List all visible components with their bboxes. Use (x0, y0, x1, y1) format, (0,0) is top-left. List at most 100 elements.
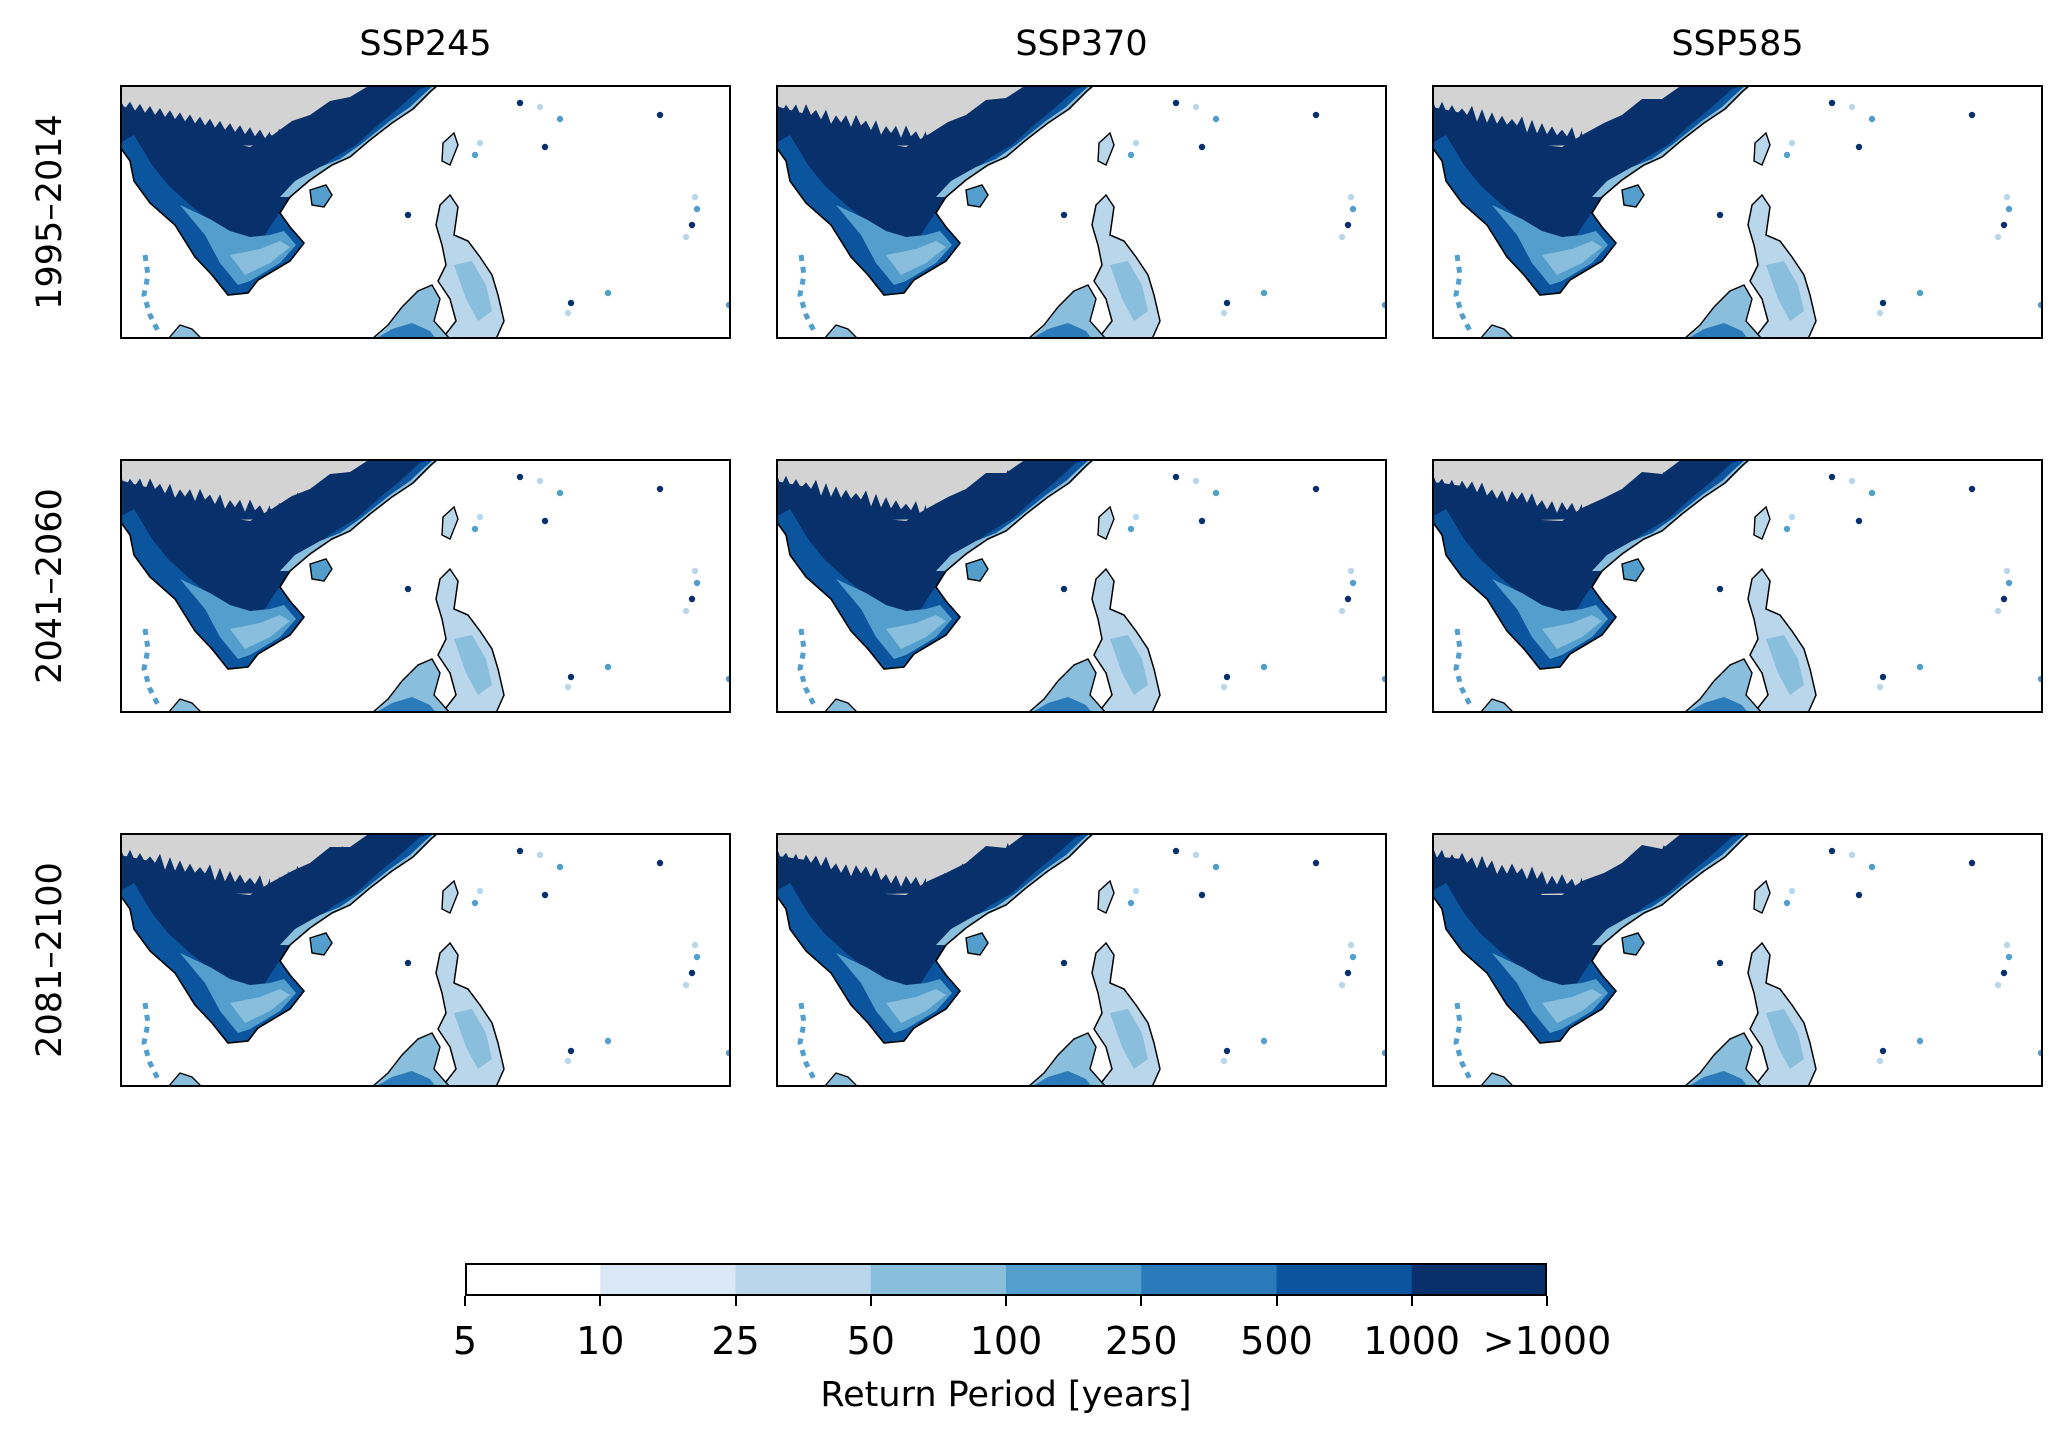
small-island (404, 211, 412, 219)
small-island (1868, 863, 1876, 871)
peninsula-moderate-return (836, 205, 952, 285)
small-island (2000, 221, 2008, 229)
peninsula-moderate-return (1492, 579, 1608, 659)
coastline (776, 85, 1095, 296)
sumatra-tip (1479, 1072, 1515, 1087)
peninsula-moderate-return (836, 579, 952, 659)
panel-frame (120, 85, 731, 339)
small-island (1344, 221, 1352, 229)
small-island (1828, 99, 1836, 107)
borneo-north (1026, 284, 1107, 339)
small-island (541, 143, 549, 151)
small-island (1349, 953, 1357, 961)
philippines-interior (454, 1009, 492, 1069)
small-island (1212, 863, 1220, 871)
small-island (1223, 299, 1231, 307)
peninsula-low-return (230, 615, 290, 649)
small-island (541, 891, 549, 899)
colorbar-swatch (1276, 1263, 1413, 1296)
highland-fringe-west (120, 473, 270, 521)
small-island (536, 851, 544, 859)
row-label-2081-2100: 2081–2100 (30, 862, 70, 1058)
sumatra-tip (167, 324, 203, 339)
colorbar-swatches (465, 1263, 1548, 1296)
peninsula-moderate-return (180, 953, 296, 1033)
small-island (1783, 525, 1791, 533)
column-title-ssp585: SSP585 (1671, 24, 1804, 64)
island-taiwan (1097, 879, 1115, 914)
small-island (1968, 111, 1976, 119)
small-island (1223, 673, 1231, 681)
small-island (1848, 477, 1856, 485)
small-island (1879, 1047, 1887, 1055)
coastline (120, 833, 439, 1044)
small-island (556, 863, 564, 871)
small-island (1192, 477, 1200, 485)
small-island (682, 981, 690, 989)
map-svg (120, 833, 731, 1087)
small-island (1312, 111, 1320, 119)
small-island (1916, 663, 1924, 671)
map-panel (120, 833, 731, 1087)
island-taiwan (1753, 131, 1771, 166)
small-island (2005, 205, 2013, 213)
small-island (1828, 847, 1836, 855)
coastal-belt (1592, 85, 1750, 197)
small-island (536, 477, 544, 485)
small-island (1212, 489, 1220, 497)
small-island (2003, 193, 2011, 201)
small-island (1968, 485, 1976, 493)
coastal-belt (280, 85, 438, 197)
map-panel (120, 85, 731, 339)
small-island (1198, 517, 1206, 525)
map-svg (120, 85, 731, 339)
small-island (1788, 139, 1796, 147)
colorbar-swatch (1411, 1263, 1548, 1296)
small-island (1968, 859, 1976, 867)
colorbar-tick-mark (1275, 1296, 1278, 1306)
borneo-north (1026, 658, 1107, 713)
map-panel (1432, 459, 2043, 713)
borneo-interior (1031, 323, 1092, 339)
sumatra-tip (823, 698, 859, 713)
small-island (1828, 473, 1836, 481)
small-island (1212, 115, 1220, 123)
borneo-interior (1031, 1071, 1092, 1087)
andaman-islands (797, 254, 817, 333)
small-island (691, 941, 699, 949)
row-label-2041-2060: 2041–2060 (30, 488, 70, 684)
small-island (691, 193, 699, 201)
small-island (1132, 887, 1140, 895)
island-hainan (965, 184, 989, 208)
map-panel (776, 85, 1387, 339)
borneo-interior (1031, 697, 1092, 713)
philippines-interior (454, 635, 492, 695)
small-island (1994, 981, 2002, 989)
small-island (1260, 1037, 1268, 1045)
colorbar-tick-mark (1005, 1296, 1007, 1306)
andaman-islands (141, 628, 161, 707)
colorbar-swatch (735, 1263, 872, 1296)
andaman-islands (797, 628, 817, 707)
small-island (404, 959, 412, 967)
small-island (1848, 103, 1856, 111)
small-island (688, 595, 696, 603)
colorbar-tick-label: 100 (969, 1319, 1043, 1363)
sumatra-tip (823, 1072, 859, 1087)
borneo-interior (1687, 323, 1748, 339)
sumatra-tip (1479, 324, 1515, 339)
island-hainan (965, 932, 989, 956)
andaman-islands (141, 254, 161, 333)
small-island (1172, 847, 1180, 855)
sumatra-tip (167, 698, 203, 713)
highland-fringe-west (120, 846, 270, 895)
small-island (1347, 941, 1355, 949)
peninsula-low-return (886, 989, 946, 1023)
island-taiwan (1097, 505, 1115, 540)
borneo-interior (1687, 1071, 1748, 1087)
andaman-islands (1453, 254, 1473, 333)
island-taiwan (441, 131, 459, 166)
small-island (1127, 151, 1135, 159)
small-island (1060, 211, 1068, 219)
colorbar-tick-label: 10 (576, 1319, 625, 1363)
